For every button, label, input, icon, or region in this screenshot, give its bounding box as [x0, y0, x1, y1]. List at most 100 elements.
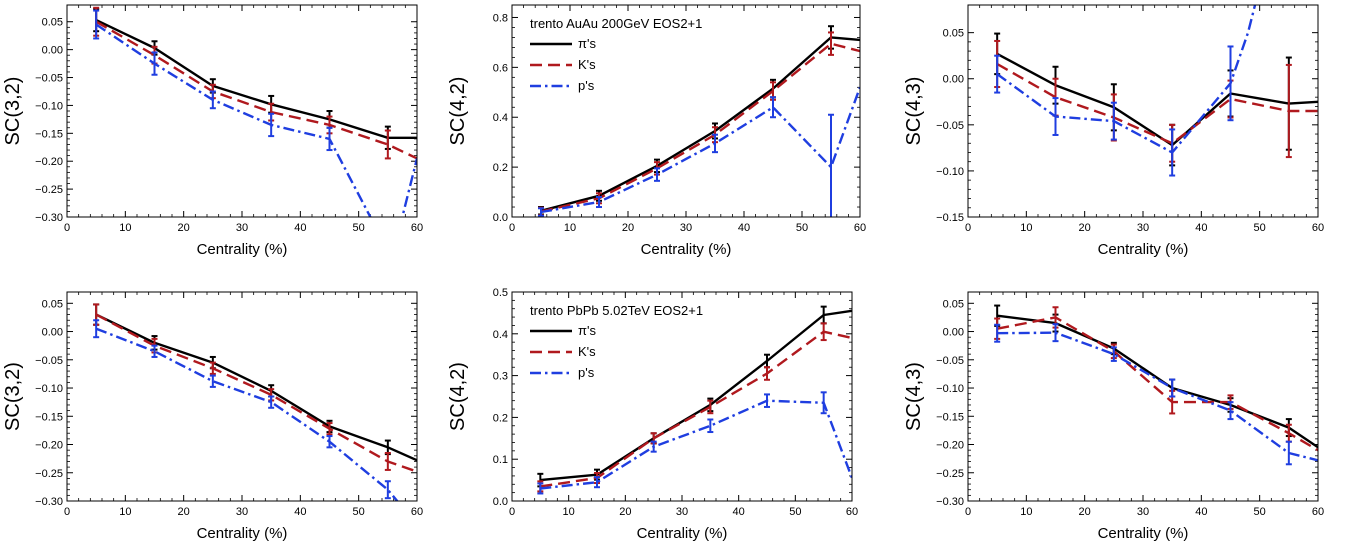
- x-tick-label: 30: [236, 506, 248, 518]
- y-tick-label: −0.25: [936, 468, 964, 480]
- x-tick-label: 20: [622, 222, 634, 234]
- plot-area: [994, 5, 1318, 177]
- x-tick-label: 30: [1137, 506, 1149, 518]
- x-tick-label: 20: [1079, 506, 1091, 518]
- x-tick-label: 0: [965, 506, 971, 518]
- x-tick-label: 30: [680, 222, 692, 234]
- x-tick-label: 20: [178, 506, 190, 518]
- series-line-1: [996, 62, 1318, 145]
- x-tick-label: 30: [1137, 222, 1149, 234]
- legend-title: trento PbPb 5.02TeV EOS2+1: [530, 303, 703, 318]
- x-tick-label: 10: [563, 506, 575, 518]
- x-tick-label: 20: [619, 506, 631, 518]
- y-tick-label: −0.30: [936, 496, 964, 508]
- y-tick-label: 0.05: [42, 298, 63, 310]
- x-tick-label: 0: [64, 222, 70, 234]
- y-tick-label: 0.00: [42, 327, 63, 339]
- y-tick-label: −0.10: [936, 166, 964, 178]
- y-tick-label: −0.30: [35, 212, 63, 224]
- series-line-2: [95, 23, 417, 217]
- plot-frame: [66, 291, 418, 502]
- y-tick-label: 0.0: [493, 212, 508, 224]
- x-tick-label: 40: [1195, 506, 1207, 518]
- x-tick-label: 10: [1020, 222, 1032, 234]
- y-tick-label: 0.8: [493, 12, 508, 24]
- x-tick-label: 60: [1312, 222, 1324, 234]
- y-tick-label: −0.30: [35, 496, 63, 508]
- chart-panel-5: 0 10 20 30 40 50 60 0.0 0.1 0.2 0.3 0.4 0.5 Centralit…: [447, 287, 858, 542]
- legend: trento AuAu 200GeV EOS2+1 π's K's p's: [530, 16, 702, 93]
- x-tick-label: 0: [64, 506, 70, 518]
- series-line-0: [95, 19, 417, 140]
- plot-area: [93, 6, 417, 217]
- y-axis-label: SC(3,2): [2, 362, 24, 431]
- y-tick-label: 0.4: [493, 112, 508, 124]
- x-tick-label: 30: [676, 506, 688, 518]
- y-tick-label: 0.05: [943, 298, 964, 310]
- y-tick-label: 0.5: [493, 287, 508, 299]
- legend-label: p's: [578, 78, 595, 93]
- x-axis-label: Centrality (%): [641, 241, 732, 258]
- x-tick-label: 20: [1079, 222, 1091, 234]
- x-tick-label: 50: [796, 222, 808, 234]
- y-tick-label: 0.0: [493, 496, 508, 508]
- y-tick-label: −0.05: [936, 120, 964, 132]
- x-tick-label: 60: [1312, 506, 1324, 518]
- y-tick-label: −0.15: [35, 411, 63, 423]
- y-axis-label: SC(4,2): [447, 77, 469, 146]
- x-tick-label: 60: [854, 222, 866, 234]
- plot-frame: [66, 4, 418, 218]
- y-tick-label: −0.25: [35, 184, 63, 196]
- y-tick-label: −0.20: [35, 440, 63, 452]
- x-tick-label: 40: [738, 222, 750, 234]
- y-axis-label: SC(4,2): [447, 362, 469, 431]
- y-tick-label: −0.20: [35, 156, 63, 168]
- legend-title: trento AuAu 200GeV EOS2+1: [530, 16, 702, 31]
- y-tick-label: 0.1: [493, 454, 508, 466]
- y-tick-label: −0.10: [35, 383, 63, 395]
- plot-area: [994, 304, 1318, 466]
- x-tick-label: 50: [789, 506, 801, 518]
- series-line-2: [95, 327, 399, 501]
- y-tick-label: −0.20: [936, 440, 964, 452]
- y-tick-label: 0.3: [493, 371, 508, 383]
- y-tick-label: 0.2: [493, 162, 508, 174]
- y-tick-label: −0.05: [936, 355, 964, 367]
- x-tick-label: 60: [411, 222, 423, 234]
- x-axis-label: Centrality (%): [1098, 525, 1189, 542]
- y-axis-label: SC(4,3): [903, 77, 925, 146]
- y-tick-label: −0.10: [936, 383, 964, 395]
- legend-label: π's: [578, 36, 596, 51]
- chart-panel-6: 0 10 20 30 40 50 60 −0.30 −0.25 −0.20 −0.15 −0.10 −0…: [903, 291, 1324, 542]
- y-tick-label: −0.10: [35, 100, 63, 112]
- x-axis-label: Centrality (%): [637, 525, 728, 542]
- legend: trento PbPb 5.02TeV EOS2+1 π's K's p's: [530, 303, 703, 380]
- x-tick-label: 10: [1020, 506, 1032, 518]
- y-tick-label: 0.00: [943, 74, 964, 86]
- series-line-2: [540, 86, 860, 214]
- y-tick-label: 0.05: [943, 28, 964, 40]
- x-tick-label: 30: [236, 222, 248, 234]
- y-tick-label: 0.2: [493, 412, 508, 424]
- y-tick-label: −0.15: [35, 128, 63, 140]
- x-tick-label: 0: [509, 506, 515, 518]
- x-tick-label: 10: [119, 506, 131, 518]
- y-tick-label: 0.00: [943, 327, 964, 339]
- x-tick-label: 40: [294, 222, 306, 234]
- y-tick-label: 0.00: [42, 45, 63, 57]
- chart-panel-4: 0 10 20 30 40 50 60 −0.30 −0.25 −0.20 −0.15 −0.10 −0…: [2, 291, 423, 542]
- plot-frame: [511, 4, 861, 218]
- legend-label: K's: [578, 57, 596, 72]
- x-tick-label: 10: [119, 222, 131, 234]
- y-tick-label: 0.4: [493, 329, 508, 341]
- legend-label: p's: [578, 365, 595, 380]
- x-tick-label: 50: [353, 222, 365, 234]
- series-line-1: [996, 316, 1318, 452]
- plot-area: [537, 305, 852, 495]
- series-line-0: [95, 313, 417, 462]
- y-axis-label: SC(4,3): [903, 362, 925, 431]
- plot-area: [93, 303, 417, 501]
- chart-panel-3: 0 10 20 30 40 50 60 −0.15 −0.10 −0.05 0.00 0.05 Cent…: [903, 4, 1324, 258]
- x-tick-label: 40: [294, 506, 306, 518]
